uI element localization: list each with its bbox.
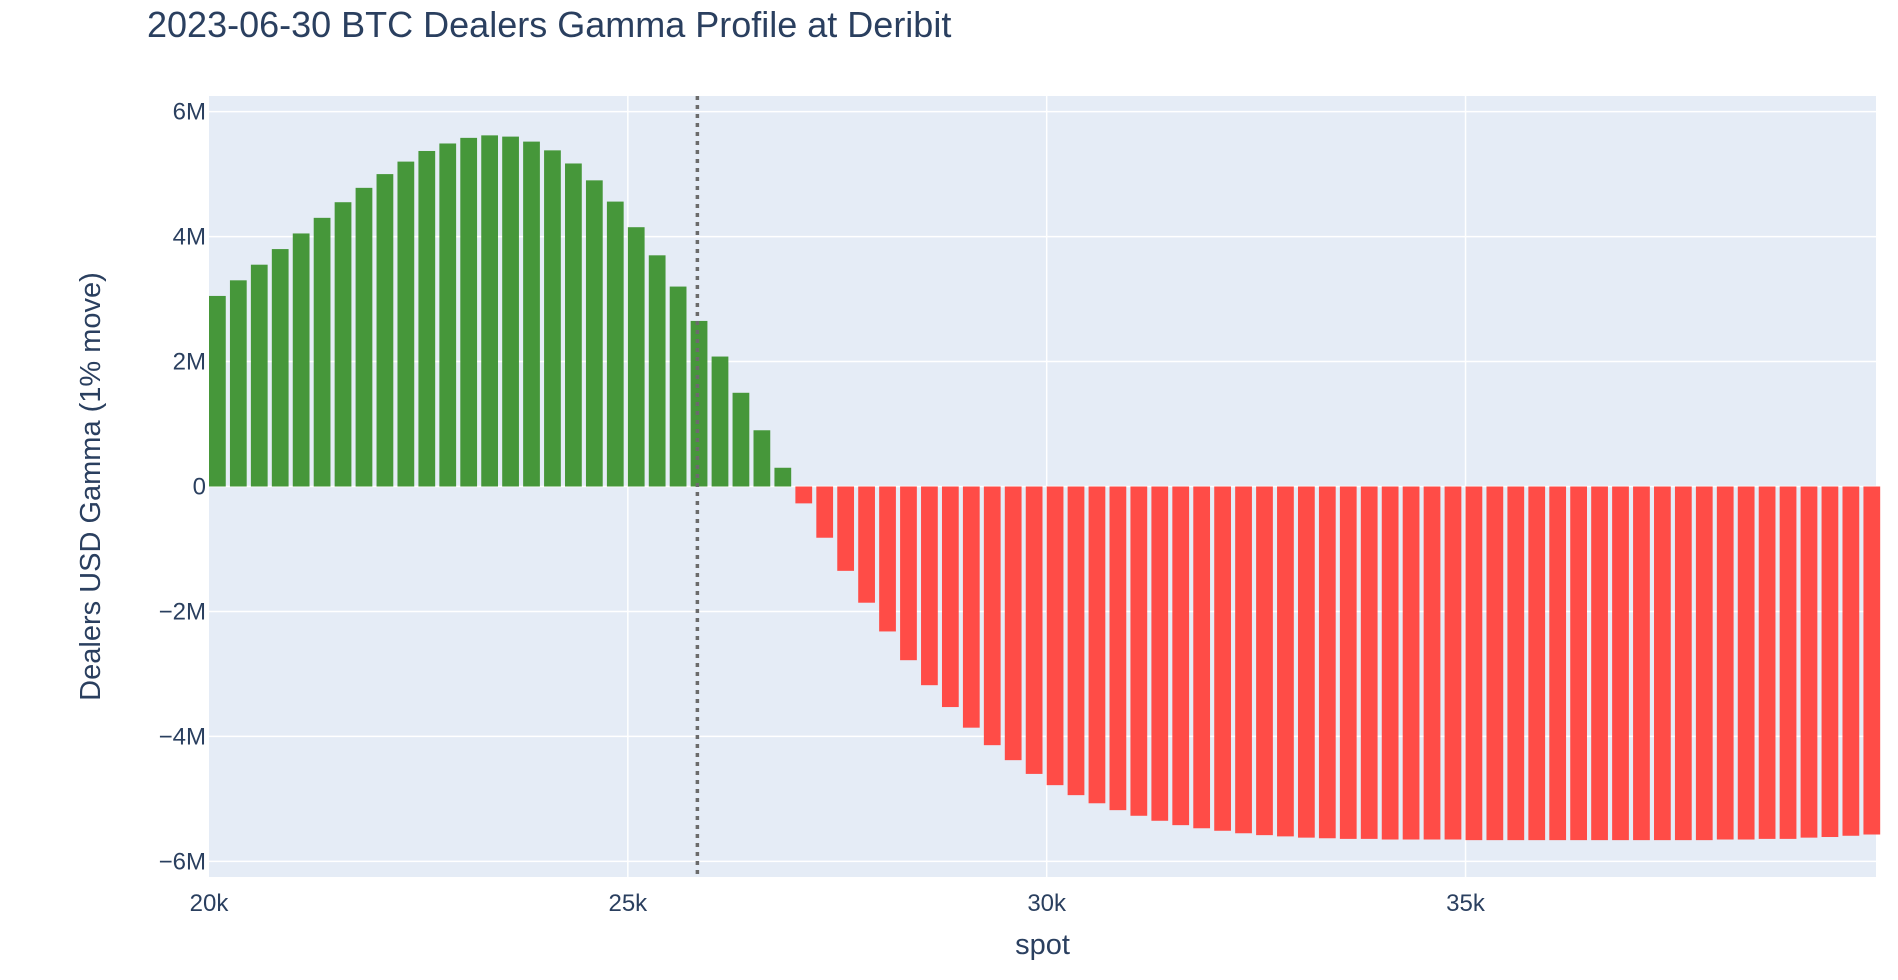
- gamma-bar-negative: [1423, 486, 1441, 840]
- gamma-bar-positive: [229, 280, 247, 487]
- gamma-bar-positive: [627, 227, 645, 487]
- gamma-bar-positive: [648, 255, 666, 487]
- gamma-bar-negative: [1172, 486, 1190, 826]
- gamma-bar-negative: [1067, 486, 1085, 796]
- gamma-bar-negative: [1318, 486, 1336, 839]
- gamma-bar-positive: [711, 356, 729, 487]
- gamma-bar-negative: [921, 486, 938, 686]
- gamma-bar-positive: [292, 233, 310, 487]
- gamma-bar-negative: [1339, 486, 1357, 839]
- gamma-bar-negative: [1151, 486, 1169, 821]
- gamma-bar-negative: [1612, 486, 1629, 841]
- gamma-bar-negative: [1381, 486, 1399, 840]
- gamma-bar-positive: [774, 467, 792, 487]
- gamma-bar-positive: [376, 174, 394, 487]
- gamma-bar-negative: [1297, 486, 1315, 838]
- x-tick-label: 30k: [1027, 890, 1067, 917]
- gamma-bar-negative: [1277, 486, 1294, 837]
- gamma-bar-positive: [544, 150, 561, 487]
- gamma-bar-positive: [397, 161, 415, 487]
- gamma-bar-negative: [1528, 486, 1546, 841]
- chart-title: 2023-06-30 BTC Dealers Gamma Profile at …: [147, 4, 952, 45]
- y-tick-label: 0: [193, 474, 206, 501]
- gamma-bar-positive: [585, 180, 603, 487]
- gamma-bar-negative: [1193, 486, 1211, 829]
- gamma-bar-negative: [1004, 486, 1022, 761]
- gamma-bar-negative: [1046, 486, 1064, 786]
- gamma-bar-positive: [481, 135, 499, 487]
- y-tick-label: −4M: [159, 723, 206, 750]
- gamma-bar-positive: [271, 249, 289, 487]
- gamma-bar-positive: [669, 286, 687, 487]
- gamma-bar-negative: [1674, 486, 1692, 841]
- gamma-bar-negative: [1570, 486, 1587, 841]
- gamma-bar-negative: [1863, 486, 1881, 835]
- gamma-bar-negative: [1130, 486, 1148, 816]
- gamma-bar-positive: [753, 430, 771, 487]
- gamma-bar-negative: [1549, 486, 1567, 841]
- gamma-bar-negative: [1654, 486, 1671, 841]
- gamma-bar-negative: [816, 486, 834, 538]
- y-axis-ticks: 6M 4M 2M 0 −2M −4M −6M: [159, 99, 206, 876]
- gamma-bar-negative: [941, 486, 959, 708]
- y-axis-title: Dealers USD Gamma (1% move): [75, 272, 107, 701]
- gamma-bar-positive: [209, 295, 226, 487]
- gamma-bar-negative: [1256, 486, 1273, 836]
- gamma-bar-negative: [1360, 486, 1378, 839]
- gamma-bar-positive: [355, 187, 373, 487]
- gamma-bar-negative: [858, 486, 875, 603]
- gamma-bar-negative: [1235, 486, 1252, 834]
- x-axis-title: spot: [1015, 929, 1070, 961]
- gamma-bar-negative: [1591, 486, 1608, 841]
- x-tick-label: 25k: [608, 890, 648, 917]
- gamma-bar-positive: [565, 163, 582, 487]
- y-tick-label: 6M: [173, 99, 206, 126]
- gamma-bar-positive: [732, 392, 750, 487]
- gamma-bar-negative: [983, 486, 1001, 746]
- gamma-bar-positive: [418, 150, 436, 487]
- gamma-bar-negative: [962, 486, 980, 728]
- gamma-bar-positive: [439, 143, 457, 487]
- gamma-bar-negative: [1800, 486, 1818, 838]
- x-tick-label: 35k: [1446, 890, 1486, 917]
- gamma-bar-negative: [1025, 486, 1043, 774]
- gamma-bar-negative: [795, 486, 813, 504]
- gamma-bar-negative: [837, 486, 855, 571]
- gamma-bar-negative: [1758, 486, 1776, 839]
- gamma-bar-positive: [460, 137, 478, 487]
- gamma-bar-negative: [1737, 486, 1755, 840]
- gamma-bar-positive: [334, 202, 352, 487]
- gamma-bar-negative: [1402, 486, 1420, 840]
- gamma-bar-negative: [900, 486, 917, 661]
- gamma-bar-positive: [250, 264, 268, 487]
- gamma-bar-negative: [1214, 486, 1231, 831]
- gamma-bar-negative: [1695, 486, 1713, 841]
- gamma-bar-negative: [1821, 486, 1839, 838]
- y-tick-label: 2M: [173, 349, 206, 376]
- gamma-bar-negative: [1465, 486, 1483, 841]
- y-tick-label: −2M: [159, 598, 206, 625]
- gamma-bar-negative: [1633, 486, 1650, 841]
- x-tick-label: 20k: [190, 890, 230, 917]
- gamma-bar-negative: [879, 486, 896, 632]
- gamma-bar-positive: [606, 201, 624, 487]
- gamma-bar-negative: [1444, 486, 1462, 840]
- gamma-bar-negative: [1842, 486, 1860, 836]
- gamma-bar-negative: [1716, 486, 1734, 840]
- bars: [209, 135, 1881, 841]
- y-tick-label: 4M: [173, 224, 206, 251]
- gamma-bar-positive: [523, 141, 540, 487]
- gamma-bar-negative: [1109, 486, 1127, 811]
- x-axis-ticks: 20k 25k 30k 35k: [190, 890, 1486, 917]
- gamma-bar-positive: [313, 217, 331, 487]
- gamma-bar-negative: [1486, 486, 1504, 841]
- gamma-bar-negative: [1507, 486, 1525, 841]
- gamma-bar-negative: [1088, 486, 1106, 804]
- gamma-bar-negative: [1779, 486, 1797, 839]
- gamma-bar-positive: [502, 136, 519, 487]
- y-tick-label: −6M: [159, 848, 206, 875]
